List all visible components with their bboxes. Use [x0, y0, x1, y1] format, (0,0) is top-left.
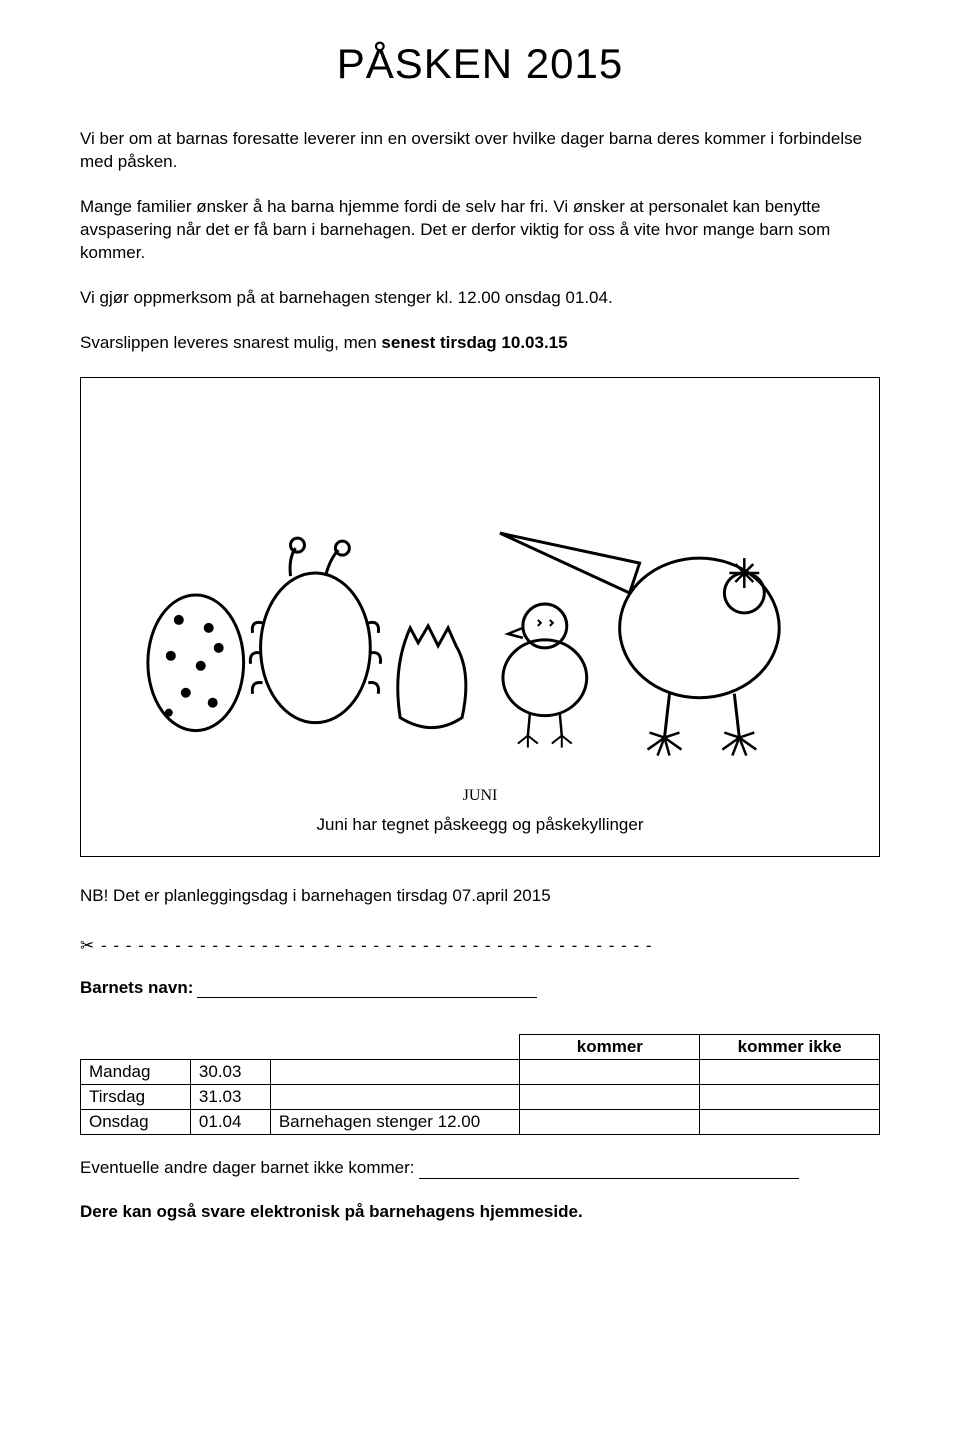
intro-paragraph-2: Mange familier ønsker å ha barna hjemme … — [80, 196, 880, 265]
intro-paragraph-1: Vi ber om at barnas foresatte leverer in… — [80, 128, 880, 174]
closing-time-notice: Vi gjør oppmerksom på at barnehagen sten… — [80, 287, 880, 310]
date-cell: 31.03 — [190, 1084, 270, 1109]
attendance-table: kommer kommer ikke Mandag 30.03 Tirsdag … — [80, 1034, 880, 1135]
day-cell: Onsdag — [81, 1109, 191, 1134]
scissors-icon: ✂ — [80, 936, 95, 955]
kommer-ikke-cell[interactable] — [700, 1059, 880, 1084]
deadline-paragraph: Svarslippen leveres snarest mulig, men s… — [80, 332, 880, 355]
child-name-line[interactable] — [197, 997, 537, 998]
kommer-ikke-cell[interactable] — [700, 1109, 880, 1134]
header-kommer-ikke: kommer ikke — [700, 1034, 880, 1059]
deadline-date: senest tirsdag 10.03.15 — [381, 333, 567, 352]
cut-dashes: - - - - - - - - - - - - - - - - - - - - … — [95, 936, 652, 955]
kommer-ikke-cell[interactable] — [700, 1084, 880, 1109]
child-name-field[interactable]: Barnets navn: — [80, 978, 880, 998]
date-cell: 30.03 — [190, 1059, 270, 1084]
other-days-label: Eventuelle andre dager barnet ikke komme… — [80, 1158, 415, 1177]
day-cell: Mandag — [81, 1059, 191, 1084]
day-cell: Tirsdag — [81, 1084, 191, 1109]
drawing-caption: Juni har tegnet påskeegg og påskekylling… — [101, 815, 859, 835]
kommer-cell[interactable] — [520, 1059, 700, 1084]
table-row: Mandag 30.03 — [81, 1059, 880, 1084]
planning-day-notice: NB! Det er planleggingsdag i barnehagen … — [80, 885, 880, 908]
note-cell — [270, 1059, 520, 1084]
child-drawing — [101, 398, 859, 778]
note-cell — [270, 1084, 520, 1109]
footer-note: Dere kan også svare elektronisk på barne… — [80, 1201, 880, 1224]
table-row: Onsdag 01.04 Barnehagen stenger 12.00 — [81, 1109, 880, 1134]
kommer-cell[interactable] — [520, 1084, 700, 1109]
page-title: PÅSKEN 2015 — [80, 40, 880, 88]
kommer-cell[interactable] — [520, 1109, 700, 1134]
note-cell: Barnehagen stenger 12.00 — [270, 1109, 520, 1134]
other-days-field[interactable]: Eventuelle andre dager barnet ikke komme… — [80, 1157, 880, 1180]
table-row: Tirsdag 31.03 — [81, 1084, 880, 1109]
header-kommer: kommer — [520, 1034, 700, 1059]
artist-name: JUNI — [101, 787, 859, 805]
drawing-frame: JUNI Juni har tegnet påskeegg og påskeky… — [80, 377, 880, 857]
other-days-line[interactable] — [419, 1178, 799, 1179]
child-name-label: Barnets navn: — [80, 978, 193, 997]
table-header-row: kommer kommer ikke — [81, 1034, 880, 1059]
cut-line: ✂ - - - - - - - - - - - - - - - - - - - … — [80, 936, 880, 956]
date-cell: 01.04 — [190, 1109, 270, 1134]
deadline-prefix: Svarslippen leveres snarest mulig, men — [80, 333, 381, 352]
